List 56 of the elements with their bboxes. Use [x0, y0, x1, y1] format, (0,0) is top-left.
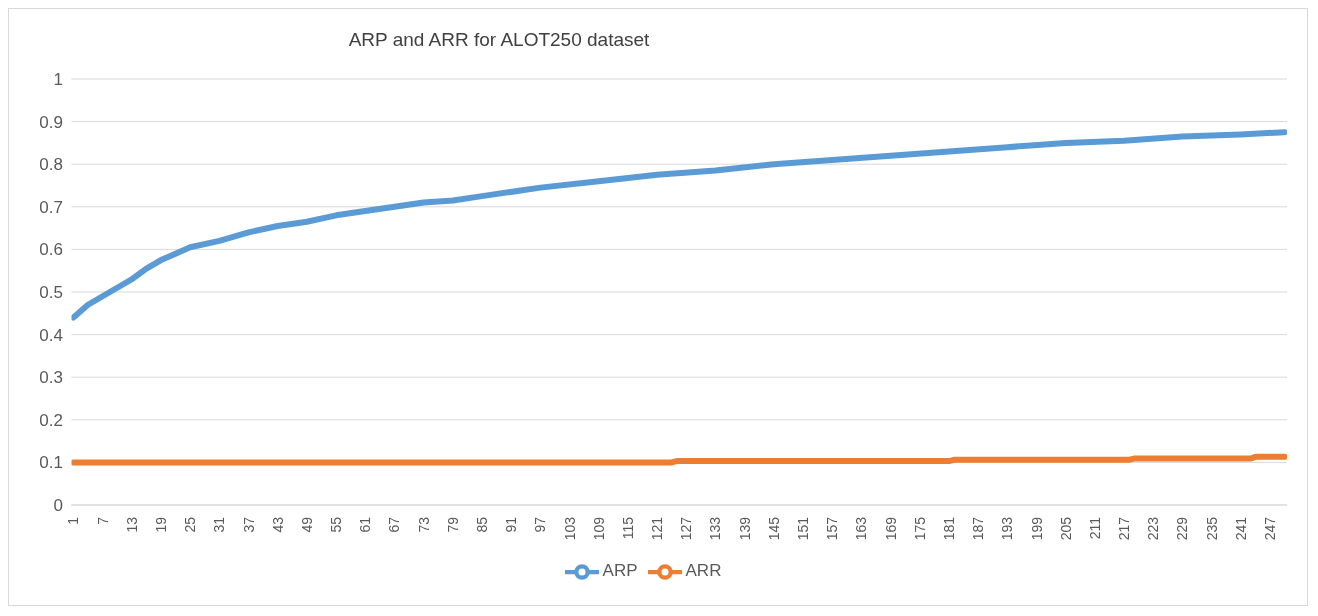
- x-tick-label: 13: [123, 516, 140, 533]
- x-tick-label: 43: [269, 516, 286, 533]
- x-tick-label: 115: [619, 516, 636, 540]
- x-tick-label: 109: [590, 516, 607, 541]
- x-tick-label: 61: [357, 516, 374, 533]
- x-tick-label: 187: [970, 516, 987, 541]
- x-tick-label: 97: [532, 516, 549, 533]
- x-tick-label: 211: [1086, 516, 1103, 540]
- x-tick-label: 241: [1232, 516, 1249, 541]
- x-tick-label: 235: [1203, 516, 1220, 541]
- x-tick-label: 7: [94, 516, 111, 525]
- y-tick-label: 0.2: [39, 410, 63, 430]
- x-tick-label: 25: [182, 516, 199, 533]
- legend-label: ARP: [602, 561, 638, 581]
- y-tick-label: 0.5: [39, 283, 63, 303]
- y-tick-label: 0.9: [39, 112, 63, 132]
- x-tick-label: 121: [649, 516, 666, 541]
- x-tick-label: 49: [298, 516, 315, 533]
- x-tick-label: 199: [1028, 516, 1045, 541]
- x-tick-label: 67: [386, 516, 403, 533]
- x-tick-label: 193: [999, 516, 1016, 541]
- x-tick-label: 247: [1261, 516, 1278, 541]
- x-tick-label: 37: [240, 516, 257, 533]
- y-tick-label: 0.7: [39, 197, 63, 217]
- x-tick-label: 145: [765, 516, 782, 541]
- x-tick-label: 85: [474, 516, 491, 533]
- x-tick-label: 205: [1057, 516, 1074, 541]
- x-tick-label: 217: [1116, 516, 1133, 541]
- x-tick-label: 31: [211, 516, 228, 533]
- y-tick-label: 0.6: [39, 240, 63, 260]
- x-tick-label: 1: [65, 516, 82, 525]
- y-tick-label: 0.4: [39, 325, 63, 345]
- x-tick-label: 55: [328, 516, 345, 533]
- x-tick-label: 91: [503, 516, 520, 533]
- x-tick-label: 229: [1174, 516, 1191, 541]
- x-tick-label: 139: [736, 516, 753, 541]
- legend-label: ARR: [685, 561, 722, 581]
- x-tick-label: 223: [1145, 516, 1162, 541]
- x-tick-label: 157: [824, 516, 841, 541]
- x-tick-label: 181: [940, 516, 957, 541]
- x-tick-label: 127: [678, 516, 695, 541]
- x-tick-label: 163: [853, 516, 870, 541]
- x-tick-label: 79: [444, 516, 461, 533]
- x-tick-label: 73: [415, 516, 432, 533]
- y-tick-label: 0.1: [39, 453, 63, 473]
- y-tick-label: 0: [53, 496, 63, 516]
- x-tick-label: 169: [882, 516, 899, 541]
- x-tick-label: 175: [911, 516, 928, 541]
- y-tick-label: 0.3: [39, 368, 63, 388]
- y-tick-label: 1: [53, 70, 63, 90]
- y-tick-label: 0.8: [39, 155, 63, 175]
- x-tick-label: 103: [561, 516, 578, 541]
- x-tick-label: 19: [152, 516, 169, 533]
- x-tick-label: 133: [707, 516, 724, 541]
- chart-title: ARP and ARR for ALOT250 dataset: [347, 29, 651, 51]
- x-tick-label: 151: [795, 516, 812, 541]
